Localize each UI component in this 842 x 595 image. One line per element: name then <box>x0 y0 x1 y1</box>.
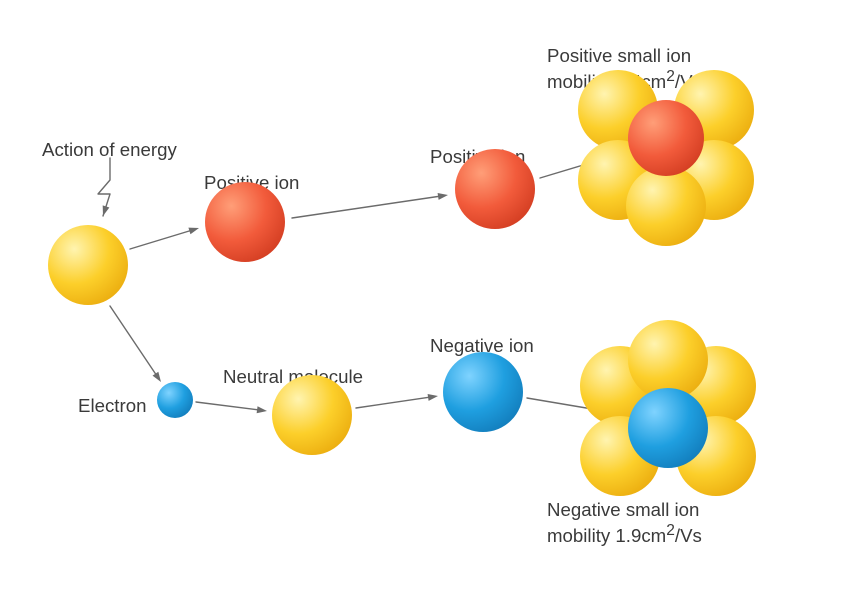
neg-small-ion-line2-pre: mobility 1.9cm <box>547 526 666 547</box>
cluster-outer-sphere <box>626 166 706 246</box>
diagram-stage: Action of energy Positive ion Positive i… <box>0 0 842 595</box>
label-electron: Electron <box>78 394 146 417</box>
cluster-center-sphere <box>628 100 704 176</box>
sphere-electron <box>157 382 193 418</box>
cluster-center-sphere <box>628 388 708 468</box>
sphere-positive-ion-2 <box>455 149 535 229</box>
pos-small-ion-line1: Positive small ion <box>547 45 691 66</box>
pos-small-ion-sup: 2 <box>666 68 675 85</box>
neg-small-ion-sup: 2 <box>666 522 675 539</box>
sphere-positive-ion-1 <box>205 182 285 262</box>
label-negative-small-ion: Negative small ion mobility 1.9cm2/Vs <box>547 498 702 548</box>
sphere-start-yellow <box>48 225 128 305</box>
sphere-negative-ion <box>443 352 523 432</box>
label-action-of-energy: Action of energy <box>42 138 177 161</box>
sphere-neutral-molecule <box>272 375 352 455</box>
neg-small-ion-line2-post: /Vs <box>675 526 702 547</box>
neg-small-ion-line1: Negative small ion <box>547 499 699 520</box>
